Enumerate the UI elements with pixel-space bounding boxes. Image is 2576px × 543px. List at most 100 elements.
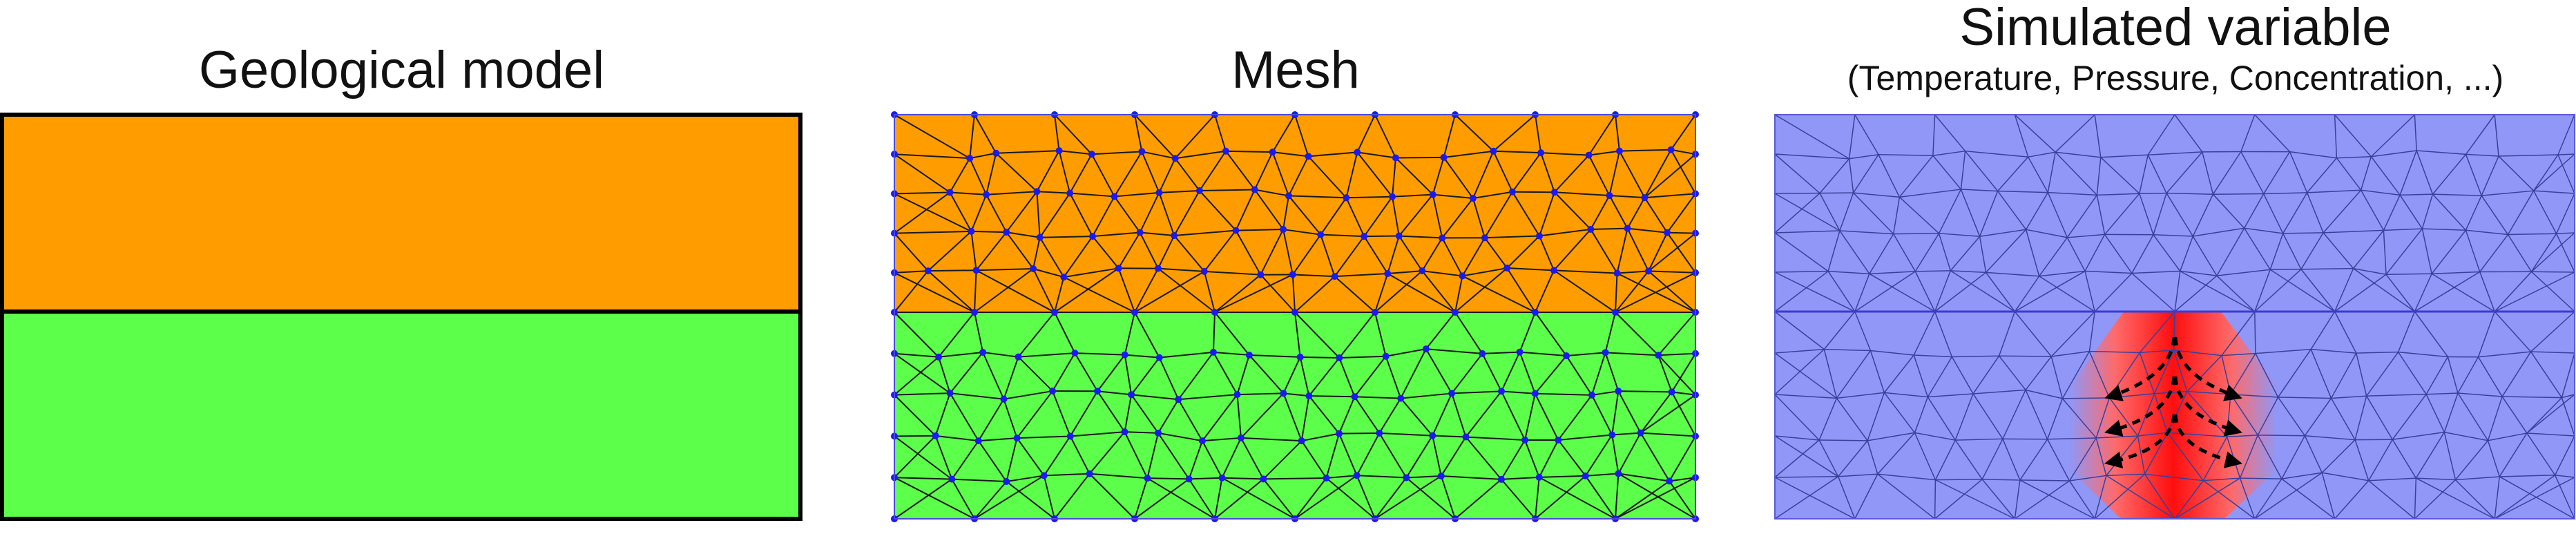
mesh-edge bbox=[1588, 150, 1620, 156]
mesh-edge bbox=[894, 477, 975, 520]
mesh-edge bbox=[1899, 189, 1961, 198]
mesh-edge bbox=[894, 232, 929, 272]
mesh-edge bbox=[894, 392, 950, 396]
mesh-edge bbox=[969, 158, 988, 196]
mesh-node bbox=[1384, 270, 1392, 278]
mesh-edge bbox=[2310, 349, 2332, 399]
mesh-edge bbox=[950, 191, 987, 196]
mesh-edge bbox=[1774, 153, 1849, 160]
mesh-edge bbox=[1657, 354, 1673, 392]
mesh-edge bbox=[2015, 270, 2086, 312]
mesh-edge bbox=[1354, 396, 1401, 399]
mesh-edge bbox=[2465, 114, 2495, 155]
mesh-edge bbox=[1553, 269, 1617, 274]
mesh-edge bbox=[1501, 352, 1521, 392]
mesh-node bbox=[1459, 272, 1466, 280]
mesh-edge bbox=[1648, 232, 1668, 272]
mesh-edge bbox=[1454, 312, 1483, 354]
mesh-edge bbox=[1262, 440, 1303, 480]
mesh-edge bbox=[1972, 389, 2026, 394]
mesh-edge bbox=[1294, 475, 1358, 520]
mesh-edge bbox=[1609, 195, 1645, 199]
mesh-edge bbox=[1387, 236, 1400, 274]
mesh-edge bbox=[1640, 432, 1671, 482]
mesh-edge bbox=[1006, 231, 1034, 269]
flow-arrow-right-3 bbox=[2173, 414, 2242, 468]
flow-arrows-icon bbox=[2104, 336, 2242, 469]
mesh-edge bbox=[2494, 271, 2532, 312]
mesh-edge bbox=[1052, 352, 1076, 392]
mesh-edge bbox=[2561, 352, 2575, 398]
mesh-node bbox=[1668, 388, 1675, 396]
mesh-edge bbox=[1124, 312, 1135, 355]
mesh-edge bbox=[1615, 270, 1649, 313]
mesh-edge bbox=[2499, 474, 2555, 477]
mesh-edge bbox=[2269, 233, 2284, 270]
mesh-edge bbox=[2192, 193, 2214, 237]
mesh-edge bbox=[1774, 271, 1829, 312]
mesh-edge bbox=[1282, 229, 1294, 275]
mesh-node bbox=[1003, 229, 1010, 236]
mesh-edge bbox=[1134, 271, 1205, 313]
mesh-node bbox=[1624, 225, 1631, 232]
mesh-edge bbox=[2084, 270, 2132, 274]
mesh-edge bbox=[2068, 437, 2097, 482]
mesh-node bbox=[1060, 274, 1068, 281]
mesh-edge bbox=[1300, 440, 1327, 479]
mesh-edge bbox=[1113, 196, 1141, 234]
mesh-edge bbox=[1869, 271, 1916, 275]
mesh-edge bbox=[1236, 229, 1284, 231]
mesh-edge bbox=[1032, 268, 1064, 278]
mesh-edge bbox=[1271, 151, 1289, 196]
mesh-node bbox=[1429, 432, 1436, 439]
mesh-edge bbox=[1849, 154, 1879, 160]
mesh-edge bbox=[1282, 392, 1303, 441]
mesh-edge bbox=[2088, 311, 2095, 352]
mesh-edge bbox=[1054, 114, 1060, 151]
mesh-edge bbox=[2166, 151, 2203, 194]
mesh-edge bbox=[2330, 352, 2357, 399]
mesh-edge bbox=[1178, 352, 1214, 400]
mesh-edge bbox=[1671, 353, 1696, 392]
mesh-edge bbox=[1092, 236, 1119, 269]
mesh-edge bbox=[1043, 435, 1071, 476]
mesh-edge bbox=[1134, 268, 1159, 313]
upper-layer bbox=[2, 115, 800, 312]
mesh-edge bbox=[1203, 271, 1215, 313]
mesh-edge bbox=[1146, 432, 1159, 479]
mesh-edge bbox=[1425, 348, 1453, 394]
mesh-edge bbox=[976, 269, 1055, 313]
mesh-edge bbox=[1294, 312, 1340, 359]
mesh-edge bbox=[1159, 351, 1214, 359]
mesh-edge bbox=[2173, 350, 2222, 356]
mesh-edge bbox=[1854, 271, 1916, 312]
mesh-edge bbox=[2254, 478, 2282, 520]
mesh-node bbox=[983, 191, 990, 198]
mesh-node bbox=[1094, 388, 1102, 395]
mesh-edge bbox=[1484, 191, 1513, 238]
mesh-edge bbox=[2055, 114, 2095, 153]
mesh-edge bbox=[1934, 272, 1987, 312]
mesh-edge bbox=[1406, 475, 1441, 479]
mesh-node bbox=[1171, 232, 1178, 240]
mesh-edge bbox=[1271, 114, 1296, 153]
mesh-edge bbox=[1260, 274, 1296, 313]
mesh-node bbox=[1521, 436, 1529, 444]
mesh-edge bbox=[1451, 353, 1483, 394]
mesh-edge bbox=[2028, 156, 2048, 193]
mesh-edge bbox=[2180, 270, 2217, 276]
mesh-edge bbox=[1818, 398, 1838, 441]
mesh-edge bbox=[2100, 157, 2140, 194]
mesh-node bbox=[1555, 436, 1562, 444]
mesh-edge bbox=[894, 114, 970, 159]
mesh-edge bbox=[2370, 156, 2401, 196]
mesh-edge bbox=[1364, 235, 1399, 238]
mesh-edge bbox=[1644, 153, 1696, 198]
mesh-edge bbox=[1063, 276, 1135, 313]
mesh-edge bbox=[1954, 439, 1983, 480]
mesh-node bbox=[1323, 475, 1330, 482]
mesh-edge bbox=[2356, 351, 2399, 354]
mesh-edge bbox=[1339, 355, 1386, 359]
mesh-node bbox=[1613, 269, 1621, 277]
mesh-node bbox=[1376, 429, 1383, 437]
